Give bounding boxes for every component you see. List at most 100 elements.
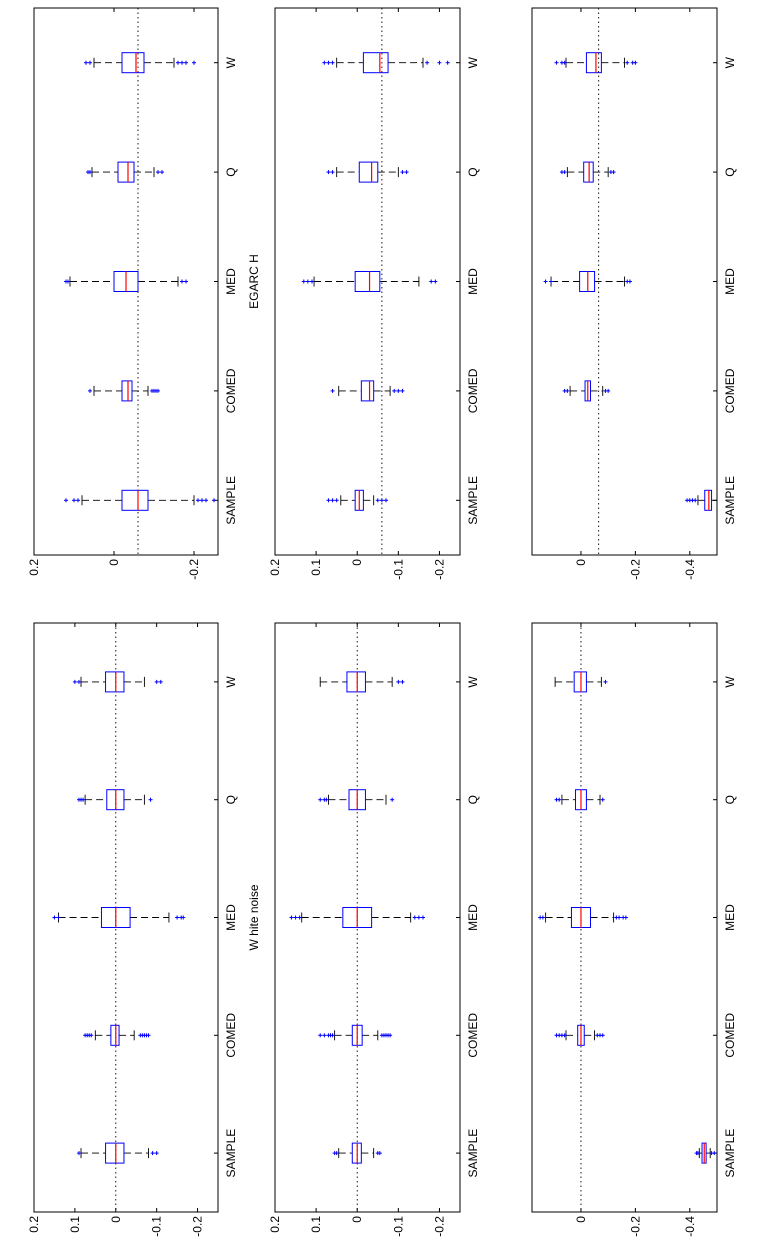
outlier-point: [554, 1033, 559, 1038]
outlier-point: [549, 279, 554, 284]
category-label: SAMPLE: [723, 476, 737, 525]
outlier-point: [625, 60, 630, 65]
box-q: [76, 789, 153, 811]
outlier-point: [76, 1151, 81, 1156]
box-sample: [64, 489, 216, 511]
box-med: [289, 907, 425, 928]
interquartile-box: [121, 380, 133, 402]
outlier-point: [305, 279, 310, 284]
outlier-point: [289, 915, 294, 920]
outlier-point: [400, 170, 405, 175]
box-q: [559, 161, 616, 183]
category-label: Q: [723, 795, 737, 804]
box-comed: [330, 380, 405, 402]
outlier-point: [400, 679, 405, 684]
category-label: W: [723, 56, 737, 68]
category-label: Q: [466, 167, 480, 176]
outlier-point: [433, 279, 438, 284]
box-sample: [76, 1142, 159, 1164]
box-med: [64, 271, 188, 292]
category-label: Q: [466, 795, 480, 804]
outlier-point: [712, 1151, 717, 1156]
outlier-point: [685, 498, 690, 503]
outlier-point: [76, 498, 80, 503]
outlier-point: [603, 679, 608, 684]
outlier-point: [192, 60, 196, 65]
interquartile-box: [579, 271, 596, 292]
outlier-point: [318, 797, 323, 802]
category-label: MED: [224, 904, 238, 931]
outlier-point: [425, 60, 430, 65]
outlier-point: [538, 915, 543, 920]
outlier-point: [416, 915, 421, 920]
outlier-point: [88, 388, 92, 393]
outlier-point: [64, 498, 68, 503]
outlier-point: [160, 170, 164, 175]
box-comed: [88, 380, 160, 402]
outlier-point: [180, 60, 184, 65]
outlier-point: [694, 1151, 699, 1156]
interquartile-box: [362, 52, 389, 74]
category-label: COMED: [466, 368, 480, 413]
outlier-point: [384, 498, 388, 503]
outlier-point: [396, 388, 401, 393]
interquartile-box: [105, 671, 125, 693]
outlier-point: [72, 498, 76, 503]
category-label: SAMPLE: [224, 1129, 238, 1178]
outlier-point: [181, 915, 186, 920]
box-comed: [554, 1024, 605, 1046]
outlier-point: [175, 915, 180, 920]
box-w: [322, 52, 450, 74]
outlier-point: [400, 388, 405, 393]
outlier-point: [180, 279, 184, 284]
outlier-point: [437, 60, 442, 65]
category-label: MED: [466, 904, 480, 931]
value-tick-label: 0.1: [309, 1216, 323, 1233]
outlier-point: [429, 279, 434, 284]
box-sample: [685, 489, 718, 511]
outlier-point: [83, 1033, 88, 1038]
outlier-point: [559, 170, 564, 175]
outlier-point: [445, 60, 450, 65]
box-q: [326, 161, 409, 183]
outlier-point: [322, 60, 327, 65]
outlier-point: [623, 915, 628, 920]
outlier-point: [330, 60, 335, 65]
value-tick-label: -0.2: [628, 559, 642, 580]
interquartile-box: [117, 161, 135, 183]
interquartile-box: [354, 271, 381, 292]
category-label: SAMPLE: [723, 1129, 737, 1178]
value-tick-label: 0: [109, 1216, 123, 1223]
value-tick-label: 0: [350, 559, 364, 566]
category-label: COMED: [723, 368, 737, 413]
outlier-point: [212, 498, 216, 503]
outlier-point: [154, 1151, 159, 1156]
outlier-point: [554, 60, 559, 65]
outlier-point: [330, 498, 335, 503]
box-sample: [694, 1142, 717, 1164]
outlier-point: [326, 498, 331, 503]
value-tick-label: 0: [574, 559, 588, 566]
value-tick-label: -0.2: [191, 1216, 205, 1237]
box-w: [554, 671, 608, 693]
interquartile-box: [121, 489, 149, 511]
outlier-point: [600, 797, 605, 802]
outlier-point: [184, 279, 188, 284]
outlier-point: [412, 915, 417, 920]
outlier-point: [56, 915, 61, 920]
outlier-point: [318, 1033, 323, 1038]
panel-1: 0.20.10-0.1-0.2SAMPLECOMEDMEDQWNo outlie…: [27, 622, 261, 1237]
interquartile-box: [110, 1024, 120, 1046]
outlier-point: [156, 388, 160, 393]
interquartile-box: [585, 52, 602, 74]
outlier-point: [200, 498, 204, 503]
panel-2: 0.20.10-0.1-0.2SAMPLECOMEDMEDQWA big neg…: [268, 622, 480, 1237]
value-tick-label: 0.2: [27, 1216, 41, 1233]
category-label: W: [466, 56, 480, 68]
outlier-point: [330, 170, 335, 175]
outlier-point: [322, 797, 327, 802]
value-tick-label: -0.2: [628, 1216, 642, 1237]
value-tick-label: 0.2: [27, 559, 41, 576]
box-med: [538, 907, 628, 928]
